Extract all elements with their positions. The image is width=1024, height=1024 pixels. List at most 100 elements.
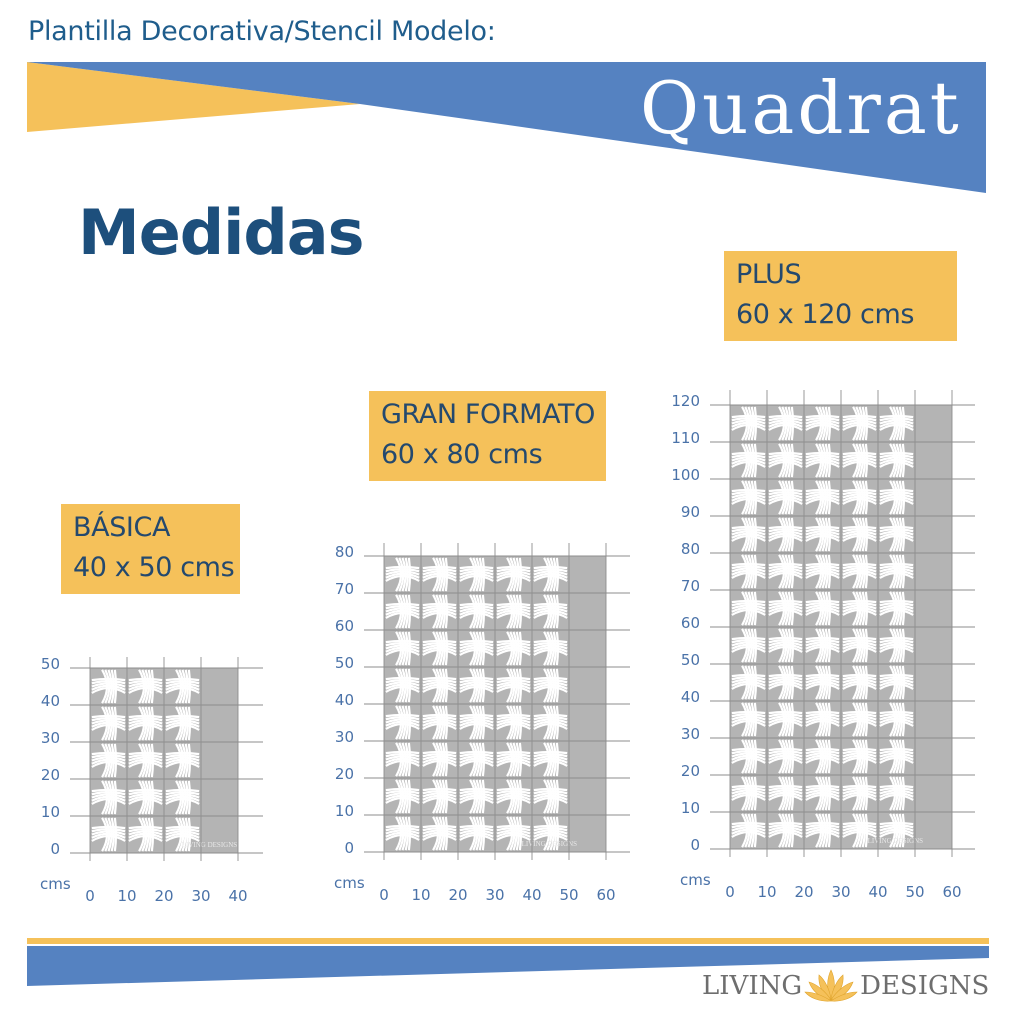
footer-yellow-line <box>27 938 989 944</box>
pattern-stroke <box>768 608 803 616</box>
pattern-stroke <box>91 793 126 799</box>
pattern-stroke <box>533 833 568 841</box>
size-dimensions: 40 x 50 cms <box>73 552 235 583</box>
pattern-stroke <box>441 705 446 740</box>
pattern-stroke <box>385 609 420 616</box>
pattern-stroke <box>422 722 457 730</box>
y-tick-label: 10 <box>41 803 60 821</box>
pattern-tile <box>805 813 840 848</box>
y-tick-label: 110 <box>671 429 700 447</box>
pattern-stroke <box>879 793 914 801</box>
pattern-stroke <box>805 682 840 690</box>
pattern-tile <box>533 705 568 740</box>
pattern-stroke <box>385 757 420 764</box>
x-tick-label: 50 <box>559 886 578 904</box>
size-label-basica: BÁSICA 40 x 50 cms <box>61 504 240 594</box>
pattern-stroke <box>842 569 877 576</box>
pattern-stroke <box>879 534 914 542</box>
x-tick-label: 10 <box>411 886 430 904</box>
pattern-stroke <box>518 742 523 777</box>
pattern-tile <box>422 557 457 592</box>
x-tick-label: 20 <box>448 886 467 904</box>
pattern-stroke <box>444 668 449 703</box>
pattern-tile <box>496 816 531 851</box>
pattern-stroke <box>842 493 877 499</box>
y-tick-label: 70 <box>681 577 700 595</box>
pattern-stroke <box>385 794 420 801</box>
pattern-stroke <box>842 680 877 687</box>
brand-logo: LIVING DESIGNS <box>702 968 989 1004</box>
pattern-tile <box>422 594 457 629</box>
pattern-tile <box>842 702 877 737</box>
pattern-tile <box>533 594 568 629</box>
pattern-stroke <box>150 706 155 741</box>
pattern-stroke <box>805 756 840 764</box>
pattern-stroke <box>901 554 906 589</box>
pattern-stroke <box>768 460 803 468</box>
stencil-watermark: LIVING DESIGNS <box>522 840 578 848</box>
pattern-stroke <box>768 641 803 647</box>
pattern-stroke <box>879 717 914 724</box>
pattern-tile <box>128 706 163 741</box>
lotus-icon <box>804 969 858 1002</box>
pattern-tile <box>768 628 803 663</box>
pattern-tile <box>842 813 877 848</box>
pattern-stroke <box>407 816 412 851</box>
pattern-stroke <box>827 628 832 663</box>
pattern-stroke <box>731 495 766 502</box>
pattern-tile <box>805 591 840 626</box>
pattern-stroke <box>864 628 869 663</box>
pattern-stroke <box>385 648 420 656</box>
pattern-stroke <box>879 756 914 764</box>
pattern-stroke <box>790 406 795 441</box>
pattern-tile <box>842 739 877 774</box>
pattern-tile <box>91 817 126 852</box>
pattern-stroke <box>750 517 755 552</box>
pattern-stroke <box>842 532 877 539</box>
y-tick-label: 60 <box>681 614 700 632</box>
pattern-stroke <box>901 739 906 774</box>
page-title: Plantilla Decorativa/Stencil Modelo: <box>28 16 496 47</box>
pattern-stroke <box>187 669 192 704</box>
pattern-stroke <box>864 739 869 774</box>
pattern-stroke <box>824 591 829 626</box>
pattern-stroke <box>731 643 766 650</box>
pattern-stroke <box>518 594 523 629</box>
pattern-stroke <box>750 554 755 589</box>
pattern-tile <box>91 780 126 815</box>
pattern-stroke <box>555 705 560 740</box>
pattern-stroke <box>768 456 803 462</box>
pattern-stroke <box>879 604 914 610</box>
pattern-stroke <box>805 456 840 462</box>
pattern-stroke <box>898 702 903 737</box>
x-tick-label: 50 <box>905 883 924 901</box>
x-tick-label: 10 <box>757 883 776 901</box>
pattern-stroke <box>496 755 531 761</box>
pattern-stroke <box>731 756 766 764</box>
pattern-tile <box>731 517 766 552</box>
pattern-stroke <box>459 757 494 764</box>
pattern-stroke <box>879 645 914 653</box>
pattern-stroke <box>864 665 869 700</box>
pattern-stroke <box>496 831 531 838</box>
pattern-stroke <box>731 678 766 684</box>
pattern-stroke <box>459 722 494 730</box>
pattern-stroke <box>91 830 126 836</box>
pattern-stroke <box>515 742 520 777</box>
pattern-stroke <box>165 721 200 728</box>
pattern-stroke <box>864 406 869 441</box>
pattern-stroke <box>842 423 877 431</box>
pattern-stroke <box>805 606 840 613</box>
pattern-stroke <box>518 668 523 703</box>
pattern-stroke <box>147 743 152 778</box>
pattern-stroke <box>898 554 903 589</box>
pattern-stroke <box>768 680 803 687</box>
pattern-stroke <box>459 833 494 841</box>
pattern-stroke <box>459 718 494 724</box>
pattern-stroke <box>731 791 766 798</box>
pattern-stroke <box>518 557 523 592</box>
axis-unit: cms <box>334 874 365 892</box>
pattern-tile <box>768 739 803 774</box>
pattern-stroke <box>496 722 531 730</box>
pattern-stroke <box>552 557 557 592</box>
